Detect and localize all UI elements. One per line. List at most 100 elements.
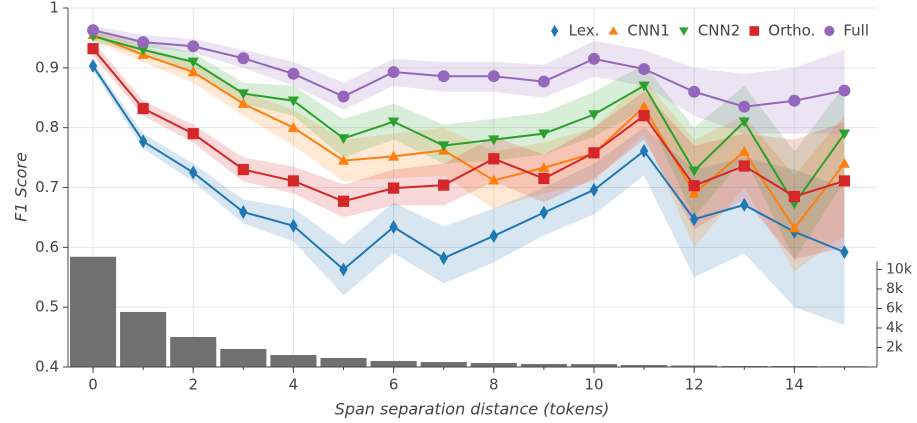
legend-label: CNN2 (698, 22, 740, 40)
y-tick-label: 1 (49, 0, 59, 17)
x-tick-label: 2 (188, 376, 198, 394)
marker (788, 222, 800, 233)
marker (838, 175, 851, 187)
marker (589, 182, 599, 197)
marker (639, 144, 649, 159)
series-line (92, 48, 845, 203)
histogram-bar (470, 363, 517, 367)
marker (738, 160, 750, 172)
marker (588, 147, 600, 159)
marker (588, 110, 600, 121)
histogram-bar (671, 365, 718, 367)
marker (137, 102, 149, 115)
marker (189, 165, 198, 180)
histogram-bar (70, 256, 117, 367)
marker (337, 154, 350, 165)
x-tick-label: 12 (685, 376, 704, 394)
legend-label: CNN1 (627, 22, 669, 40)
marker (488, 135, 500, 146)
histogram-bar (170, 336, 217, 367)
marker (87, 24, 99, 37)
legend-label: Lex. (569, 22, 600, 40)
marker (337, 90, 350, 103)
series-line (92, 35, 846, 206)
marker (187, 57, 199, 68)
marker (337, 134, 350, 145)
marker (287, 96, 300, 107)
marker (287, 122, 300, 132)
y2-tick-label: 2k (886, 339, 904, 355)
marker (824, 25, 835, 37)
histogram-bar (570, 364, 618, 367)
x-tick-label: 10 (584, 376, 603, 394)
marker (237, 163, 249, 176)
marker (638, 81, 650, 92)
marker (638, 63, 651, 75)
marker (588, 52, 600, 65)
marker (538, 162, 550, 172)
marker (287, 67, 300, 80)
histogram-bar (220, 348, 267, 367)
marker (388, 182, 400, 194)
y2-tick-label: 8k (886, 281, 904, 297)
legend-label: Ortho. (768, 22, 815, 40)
marker (339, 262, 348, 277)
marker (88, 59, 98, 74)
marker (538, 172, 550, 185)
marker (439, 251, 448, 266)
marker (538, 129, 550, 140)
marker (840, 245, 849, 260)
marker (289, 218, 298, 233)
marker (489, 228, 498, 243)
x-tick-label: 6 (389, 376, 399, 394)
marker (388, 117, 400, 128)
marker (287, 175, 300, 187)
x-tick-label: 14 (785, 376, 804, 394)
marker (689, 212, 699, 227)
marker (838, 129, 851, 140)
marker (608, 26, 619, 35)
x-tick-label: 4 (289, 376, 299, 394)
marker (551, 25, 559, 37)
confidence-band (93, 25, 845, 134)
marker (688, 166, 700, 177)
marker (638, 110, 650, 122)
marker (137, 45, 149, 56)
marker (87, 43, 99, 55)
marker (239, 205, 248, 220)
y2-tick-label: 6k (886, 300, 904, 316)
marker (437, 70, 450, 83)
marker (679, 27, 689, 36)
y2-tick-label: 10k (886, 261, 913, 277)
marker (187, 66, 199, 77)
marker (688, 187, 700, 198)
marker (738, 100, 751, 113)
plot-area (70, 24, 868, 367)
marker (539, 205, 549, 220)
marker (788, 94, 801, 107)
marker (638, 101, 650, 111)
marker (487, 70, 500, 83)
marker (237, 89, 249, 100)
marker (237, 98, 249, 108)
marker (738, 117, 750, 128)
histogram-bar (621, 365, 668, 367)
marker (389, 219, 398, 234)
series-line (92, 29, 845, 108)
histogram-bar (320, 358, 367, 367)
marker (187, 128, 199, 140)
marker (688, 180, 700, 192)
series-line (92, 33, 846, 230)
y-tick-label: 0.8 (35, 118, 59, 136)
marker (788, 190, 800, 203)
histogram-bar (520, 363, 567, 367)
confidence-band (93, 30, 845, 260)
marker (740, 197, 749, 212)
marker (838, 84, 851, 97)
marker (488, 153, 500, 165)
marker (438, 141, 450, 152)
y2-tick-label: 4k (886, 320, 904, 336)
y-tick-label: 0.9 (35, 58, 59, 76)
marker (137, 36, 150, 49)
